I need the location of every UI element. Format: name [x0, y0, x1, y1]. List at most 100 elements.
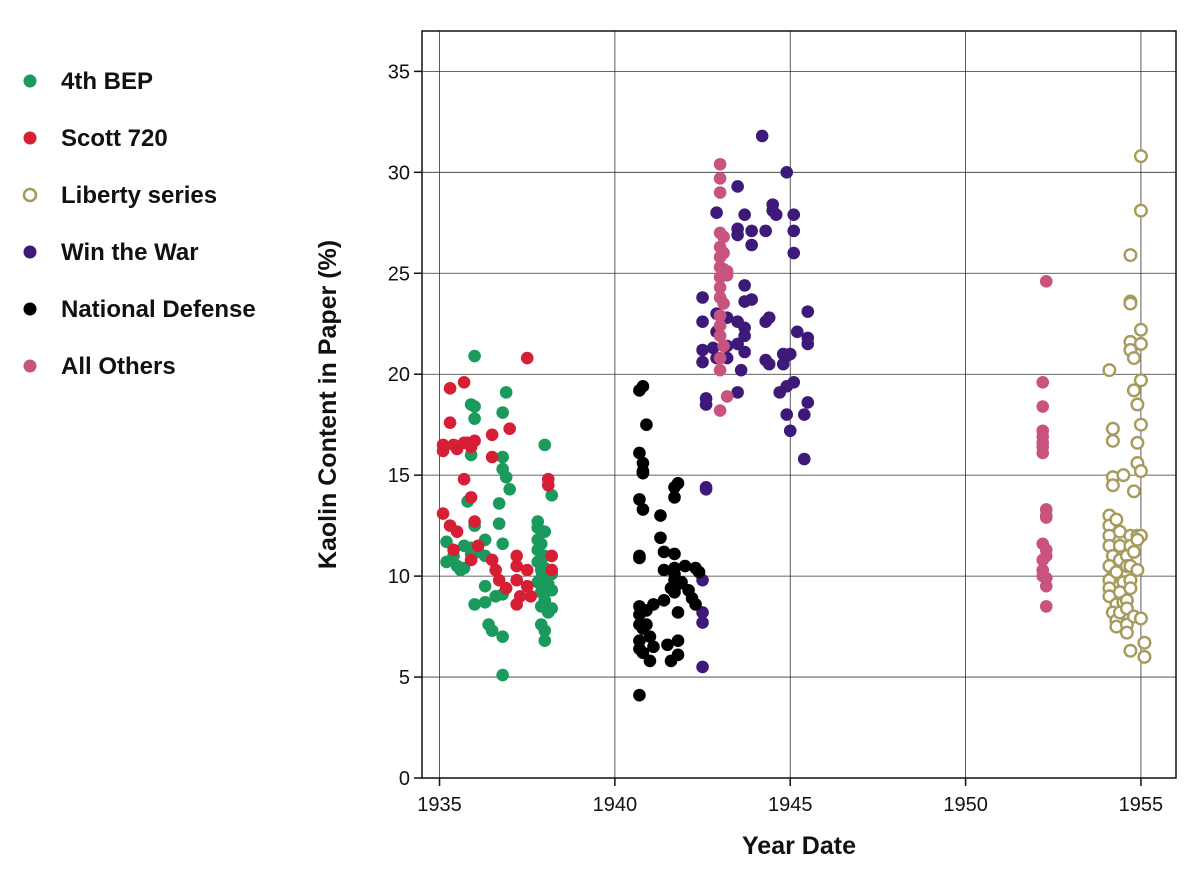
data-point [510, 573, 523, 587]
data-point [485, 553, 499, 567]
y-axis-title: Kaolin Content in Paper (%) [314, 240, 342, 569]
data-point [745, 293, 758, 306]
data-point [801, 337, 815, 351]
x-tick-label: 1955 [1119, 794, 1164, 816]
data-point [496, 668, 509, 682]
data-point [496, 450, 509, 464]
data-point [647, 598, 660, 611]
data-point [1133, 611, 1148, 626]
data-point [471, 539, 485, 553]
series-win-the-war [696, 129, 815, 674]
data-point [1126, 351, 1141, 366]
data-point [745, 238, 758, 252]
data-point [436, 444, 450, 458]
data-point [633, 551, 646, 565]
data-point [468, 412, 481, 425]
legend-marker [23, 302, 37, 316]
data-point [745, 224, 758, 238]
legend-label: Win the War [61, 239, 199, 266]
data-point [496, 537, 509, 551]
data-point [787, 224, 801, 238]
x-tick-label: 1945 [768, 794, 813, 816]
data-point [713, 157, 727, 171]
data-point [1137, 635, 1152, 650]
data-point [801, 396, 815, 409]
data-point [759, 224, 772, 238]
data-point [1036, 400, 1050, 413]
data-point [657, 545, 671, 559]
x-tick-label: 1950 [943, 794, 988, 816]
data-point [468, 400, 481, 413]
legend-marker [23, 74, 37, 88]
legend-label: All Others [61, 353, 176, 380]
data-point [731, 180, 744, 193]
data-point [696, 616, 709, 629]
data-point [787, 375, 801, 389]
data-point [720, 390, 734, 403]
data-point [489, 563, 502, 577]
data-point [485, 450, 499, 464]
data-point [534, 571, 548, 585]
data-point [790, 325, 804, 339]
legend-marker [23, 359, 37, 373]
data-point [538, 525, 552, 538]
series-4th-bep [440, 349, 559, 682]
data-point [717, 246, 730, 260]
data-point [1133, 464, 1148, 479]
data-point [545, 489, 559, 502]
data-point [696, 343, 709, 357]
data-point [1133, 336, 1148, 351]
data-point [1036, 553, 1050, 567]
data-point [457, 472, 471, 486]
series-scott-720 [436, 351, 559, 611]
data-point [710, 206, 723, 220]
data-point [783, 424, 797, 438]
data-point [1109, 512, 1124, 527]
data-point [696, 315, 709, 329]
data-point [671, 634, 685, 648]
data-point [633, 446, 646, 460]
data-point [713, 309, 727, 322]
data-point [1105, 421, 1120, 436]
data-point [1123, 296, 1138, 311]
data-point [1130, 532, 1145, 547]
data-point [1126, 383, 1141, 398]
data-point [1130, 563, 1145, 578]
data-point [801, 305, 815, 318]
data-point [1109, 565, 1124, 580]
y-tick-label: 0 [399, 768, 410, 790]
data-point [682, 583, 695, 597]
y-tick-label: 5 [399, 667, 410, 689]
data-point [468, 598, 481, 611]
data-point [468, 434, 481, 448]
data-point [717, 230, 730, 244]
legend-marker [22, 187, 38, 203]
data-point [713, 329, 727, 343]
data-point [1105, 433, 1120, 448]
data-point [787, 246, 801, 260]
data-point [717, 339, 730, 353]
data-point [1105, 478, 1120, 493]
data-point [464, 553, 478, 567]
data-point [1126, 544, 1141, 559]
data-point [1133, 322, 1148, 337]
data-point [1123, 643, 1138, 658]
data-point [759, 353, 772, 367]
data-point [671, 606, 685, 619]
data-point [731, 386, 744, 399]
data-point [787, 208, 801, 222]
data-point [797, 408, 811, 421]
data-point [640, 418, 653, 431]
data-point [633, 688, 646, 702]
data-point [797, 452, 811, 466]
data-point [671, 648, 685, 662]
data-point [492, 517, 506, 530]
data-point [713, 172, 727, 185]
data-point [738, 329, 751, 343]
legend-label: Liberty series [61, 182, 217, 209]
data-point [738, 345, 751, 359]
data-point [545, 563, 559, 577]
plot-frame [421, 30, 1177, 779]
data-point [457, 375, 471, 389]
y-tick-label: 35 [388, 61, 410, 83]
